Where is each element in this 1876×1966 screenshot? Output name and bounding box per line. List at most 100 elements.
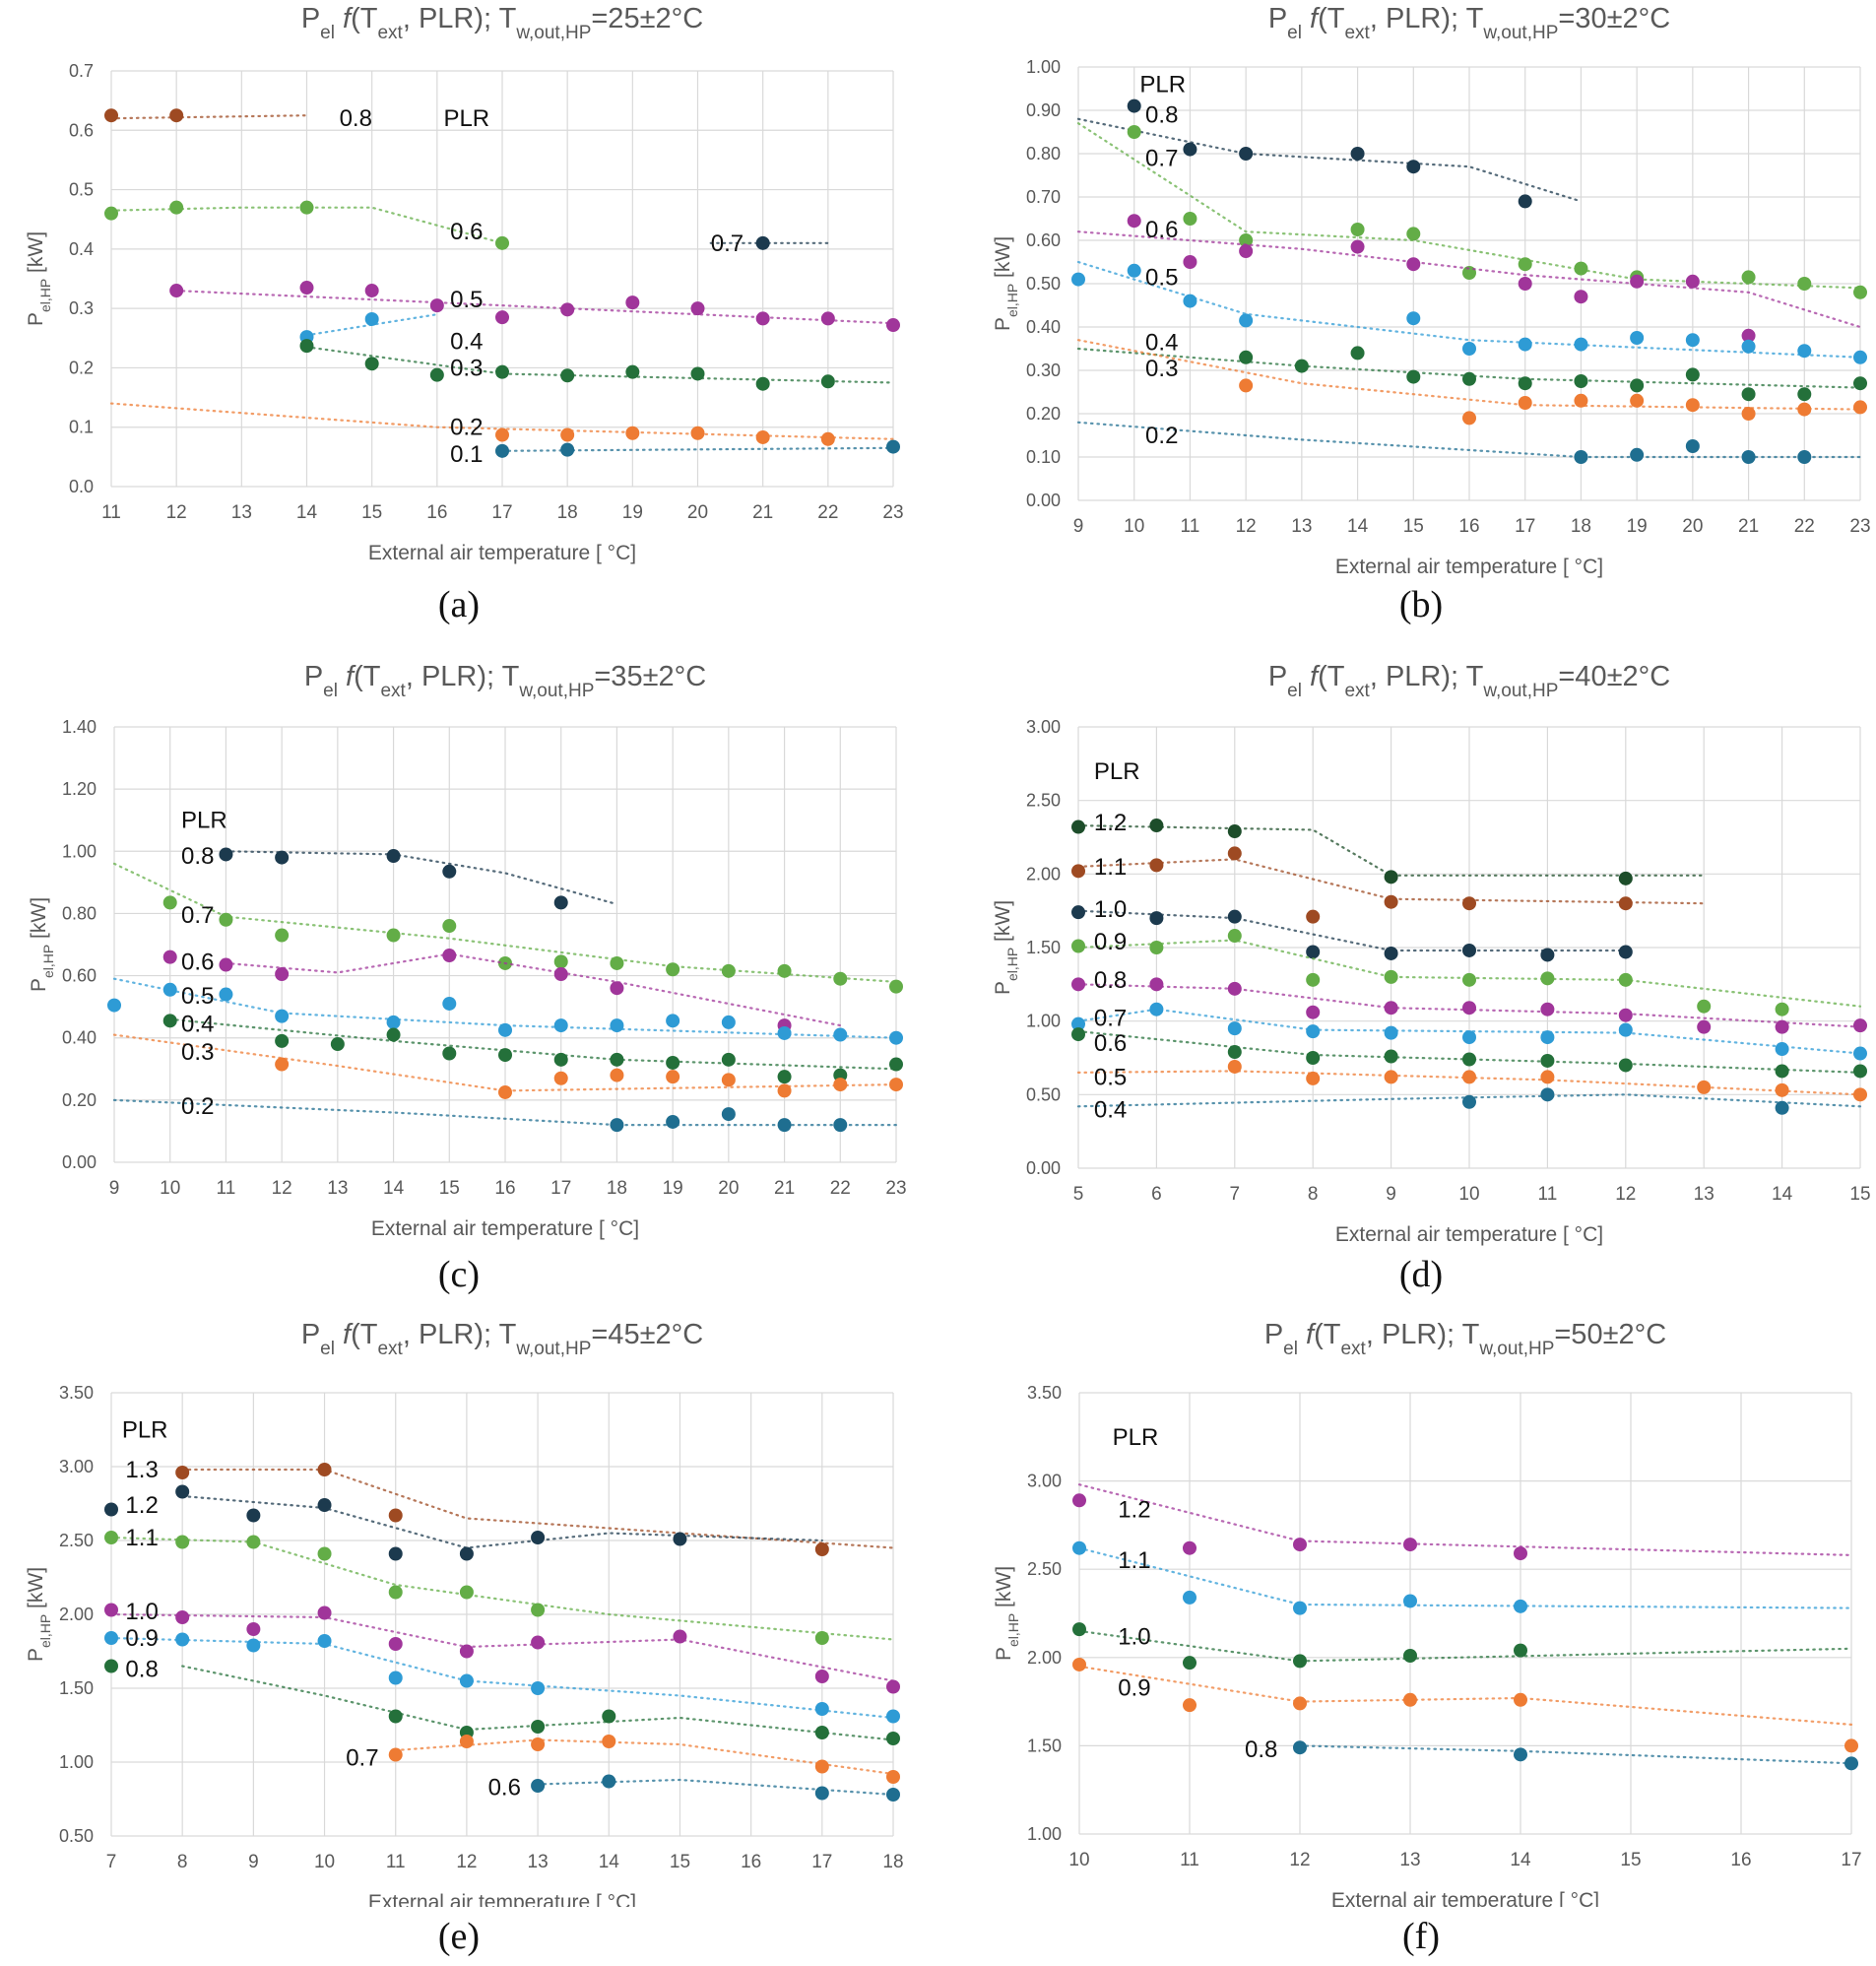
- trendline: [536, 1778, 895, 1797]
- x-tick-label: 16: [426, 502, 447, 523]
- plr-annotation: 0.4: [1145, 329, 1178, 356]
- y-axis-label: Pel,HP [kW]: [992, 900, 1020, 995]
- data-point: [1239, 147, 1254, 161]
- x-tick-label: 16: [741, 1852, 761, 1872]
- data-point: [1462, 1001, 1476, 1016]
- plr-annotation: 0.8: [181, 843, 214, 870]
- x-tick-label: 17: [550, 1178, 571, 1199]
- data-point: [553, 895, 568, 910]
- data-point: [1127, 214, 1141, 229]
- y-tick-label: 0.7: [69, 61, 94, 81]
- x-tick-label: 20: [718, 1178, 739, 1199]
- data-point: [889, 979, 903, 994]
- data-point: [275, 928, 290, 943]
- trendline: [175, 290, 895, 325]
- data-point: [721, 1052, 736, 1067]
- trendline: [112, 1033, 898, 1092]
- data-point: [246, 1535, 261, 1549]
- data-point: [1775, 1002, 1789, 1016]
- y-tick-label: 0.00: [1026, 1158, 1061, 1178]
- x-tick-label: 15: [439, 1178, 460, 1199]
- gridlines: [1077, 66, 1861, 501]
- x-tick-label: 8: [1308, 1184, 1319, 1205]
- data-point: [755, 235, 770, 250]
- data-point: [459, 1546, 474, 1561]
- data-point: [1306, 1005, 1321, 1019]
- y-tick-label: 2.00: [1027, 1648, 1062, 1668]
- series-0.7: [709, 235, 829, 250]
- data-point: [531, 1779, 546, 1793]
- plr-annotation: 0.7: [181, 902, 214, 929]
- plr-annotation: 0.2: [450, 415, 483, 441]
- trendline: [112, 862, 898, 983]
- trendline: [1077, 1629, 1853, 1663]
- data-point: [495, 443, 509, 458]
- data-point: [531, 1603, 546, 1617]
- data-point: [553, 1052, 568, 1067]
- plr-annotation: 0.7: [1094, 1006, 1127, 1032]
- data-point: [1462, 1052, 1476, 1067]
- data-point: [1574, 374, 1588, 388]
- panel-c: 9 10 11 12 13 14 15 16 17 18 19 20 21 22 23 0.00 0.20 0.4…: [0, 658, 938, 1318]
- data-point: [388, 1546, 403, 1561]
- plr-annotation: 0.6: [488, 1775, 521, 1802]
- data-point: [1697, 1019, 1712, 1034]
- plr-annotation: 0.9: [125, 1625, 158, 1652]
- data-point: [1741, 387, 1756, 402]
- x-tick-label: 14: [383, 1178, 405, 1199]
- series-0.8: [1293, 1740, 1858, 1771]
- chart-title: Pel f(Text, PLR); Tw,out,HP=40±2°C: [1268, 661, 1670, 701]
- series-1.2: [1071, 819, 1706, 885]
- data-point: [388, 1671, 403, 1685]
- data-point: [1306, 972, 1321, 987]
- data-point: [610, 1118, 624, 1133]
- data-point: [162, 982, 177, 997]
- x-axis-label: External air temperature [ °C]: [368, 1891, 636, 1907]
- series-0.5: [169, 281, 900, 333]
- data-point: [1618, 972, 1633, 987]
- y-tick-label: 0.90: [1026, 100, 1061, 120]
- data-point: [169, 108, 184, 123]
- y-tick-label: 0.6: [69, 120, 94, 140]
- trendline: [1076, 260, 1862, 359]
- plr-annotation: 0.8: [1094, 967, 1127, 994]
- data-point: [1406, 257, 1421, 272]
- data-point: [1797, 277, 1812, 291]
- x-tick-label: 10: [1124, 516, 1144, 537]
- x-tick-label: 10: [314, 1852, 335, 1872]
- x-axis-label: External air temperature [ °C]: [1335, 1223, 1603, 1246]
- data-point: [610, 955, 624, 970]
- x-tick-label: 17: [1515, 516, 1535, 537]
- data-point: [1227, 929, 1242, 944]
- data-point: [531, 1635, 546, 1650]
- data-point: [442, 996, 457, 1011]
- data-point: [1072, 1622, 1086, 1637]
- data-point: [1741, 407, 1756, 421]
- data-point: [820, 431, 835, 446]
- chart-d: 5 6 7 8 9 10 11 12 13 14 15 0.00 0.50 1.00 1.50 2.00 2.5…: [992, 661, 1871, 1246]
- data-point: [889, 1057, 903, 1072]
- data-point: [690, 426, 705, 440]
- series-0.8: [104, 1659, 900, 1745]
- data-point: [275, 850, 290, 865]
- y-tick-label: 1.50: [1026, 938, 1061, 957]
- data-point: [1306, 1024, 1321, 1039]
- data-point: [162, 895, 177, 910]
- gridlines: [1078, 1392, 1852, 1835]
- panel-e: 7 8 9 10 11 12 13 14 15 16 17 18 0.50 1.00 1.50 2.00 2.5…: [0, 1316, 938, 1966]
- data-point: [1350, 223, 1365, 236]
- data-point: [388, 1747, 403, 1762]
- data-point: [1306, 1071, 1321, 1085]
- data-point: [560, 368, 575, 383]
- data-point: [1227, 981, 1242, 996]
- data-point: [1618, 1058, 1633, 1073]
- plr-annotation: 1.1: [1118, 1547, 1150, 1574]
- data-point: [531, 1737, 546, 1751]
- data-point: [721, 1073, 736, 1087]
- data-point: [1183, 1656, 1197, 1671]
- plr-annotation: 0.3: [450, 355, 483, 381]
- x-tick-label: 18: [1571, 516, 1591, 537]
- data-point: [1149, 977, 1164, 992]
- gridlines: [110, 70, 894, 488]
- data-point: [1227, 1045, 1242, 1060]
